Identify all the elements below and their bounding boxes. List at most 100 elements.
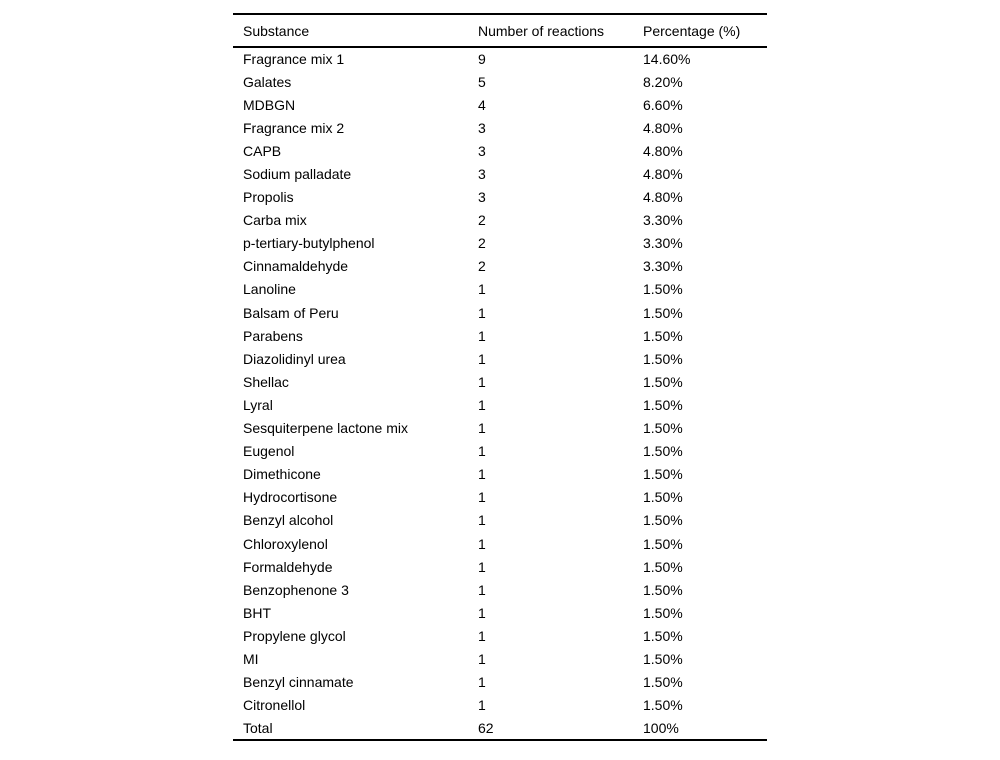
table-row: MDBGN 4 6.60% <box>233 93 767 116</box>
substance-cell: Galates <box>243 73 292 90</box>
reactions-count-cell: 2 <box>478 212 486 229</box>
percentage-cell: 8.20% <box>643 73 683 90</box>
substance-cell: Benzyl alcohol <box>243 512 334 529</box>
table-row: Lanoline 1 1.50% <box>233 278 767 301</box>
substance-cell: MDBGN <box>243 96 296 113</box>
table-row: Carba mix 2 3.30% <box>233 209 767 232</box>
percentage-cell: 1.50% <box>643 489 683 506</box>
substance-cell: Diazolidinyl urea <box>243 350 346 367</box>
percentage-cell: 1.50% <box>643 627 683 644</box>
substance-cell: Benzyl cinnamate <box>243 674 354 691</box>
reactions-count-cell: 1 <box>478 373 486 390</box>
substance-cell: Balsam of Peru <box>243 304 339 321</box>
percentage-cell: 1.50% <box>643 674 683 691</box>
reactions-count-cell: 1 <box>478 327 486 344</box>
substance-cell: Shellac <box>243 373 289 390</box>
table-row: Sesquiterpene lactone mix 1 1.50% <box>233 417 767 440</box>
substance-cell: Chloroxylenol <box>243 535 328 552</box>
reactions-count-cell: 1 <box>478 420 486 437</box>
substance-cell: Sesquiterpene lactone mix <box>243 420 408 437</box>
percentage-cell: 4.80% <box>643 189 683 206</box>
table-row: Benzyl alcohol 1 1.50% <box>233 509 767 532</box>
reactions-count-cell: 3 <box>478 166 486 183</box>
table-row: Chloroxylenol 1 1.50% <box>233 532 767 555</box>
percentage-cell: 1.50% <box>643 350 683 367</box>
reactions-count-cell: 3 <box>478 142 486 159</box>
percentage-cell: 1.50% <box>643 373 683 390</box>
substance-cell: BHT <box>243 604 271 621</box>
reactions-count-cell: 1 <box>478 674 486 691</box>
table-row: Formaldehyde 1 1.50% <box>233 555 767 578</box>
table-row: Fragrance mix 1 9 14.60% <box>233 47 767 70</box>
percentage-cell: 3.30% <box>643 235 683 252</box>
table-row: Benzophenone 3 1 1.50% <box>233 578 767 601</box>
percentage-cell: 1.50% <box>643 443 683 460</box>
table-row: Lyral 1 1.50% <box>233 393 767 416</box>
reactions-count-cell: 1 <box>478 604 486 621</box>
table-row: Shellac 1 1.50% <box>233 370 767 393</box>
percentage-cell: 1.50% <box>643 281 683 298</box>
reactions-count-cell: 3 <box>478 189 486 206</box>
table-row: Citronellol 1 1.50% <box>233 694 767 717</box>
substance-cell: Hydrocortisone <box>243 489 338 506</box>
percentage-cell: 14.60% <box>643 51 691 68</box>
substance-cell: Sodium palladate <box>243 166 352 183</box>
percentage-cell: 1.50% <box>643 304 683 321</box>
reactions-count-cell: 1 <box>478 489 486 506</box>
table-row: Eugenol 1 1.50% <box>233 440 767 463</box>
percentage-cell: 6.60% <box>643 96 683 113</box>
column-header-substance: Substance <box>243 22 310 39</box>
percentage-cell: 1.50% <box>643 466 683 483</box>
table-row: Fragrance mix 2 3 4.80% <box>233 116 767 139</box>
table-row: MI 1 1.50% <box>233 647 767 670</box>
table-row: Benzyl cinnamate 1 1.50% <box>233 671 767 694</box>
reactions-count-cell: 4 <box>478 96 486 113</box>
header-row: Substance Number of reactions Percentage… <box>233 14 767 47</box>
substance-cell: Carba mix <box>243 212 307 229</box>
table-row: CAPB 3 4.80% <box>233 139 767 162</box>
percentage-cell: 3.30% <box>643 212 683 229</box>
reactions-table-container: Substance Number of reactions Percentage… <box>233 13 767 741</box>
table-row: Diazolidinyl urea 1 1.50% <box>233 347 767 370</box>
table-row: p-tertiary-butylphenol 2 3.30% <box>233 232 767 255</box>
table-row: Sodium palladate 3 4.80% <box>233 162 767 185</box>
reactions-count-cell: 1 <box>478 466 486 483</box>
reactions-count-cell: 2 <box>478 235 486 252</box>
substance-cell: Formaldehyde <box>243 558 333 575</box>
substance-cell: p-tertiary-butylphenol <box>243 235 375 252</box>
reactions-table: Substance Number of reactions Percentage… <box>233 13 767 741</box>
reactions-count-cell: 1 <box>478 350 486 367</box>
reactions-count-cell: 1 <box>478 650 486 667</box>
substance-cell: Citronellol <box>243 697 306 714</box>
percentage-cell: 4.80% <box>643 119 683 136</box>
substance-cell: MI <box>243 650 259 667</box>
substance-cell: Propylene glycol <box>243 627 346 644</box>
substance-cell: Fragrance mix 2 <box>243 119 345 136</box>
substance-cell: Dimethicone <box>243 466 321 483</box>
reactions-count-cell: 3 <box>478 119 486 136</box>
substance-cell: CAPB <box>243 142 282 159</box>
percentage-cell: 3.30% <box>643 258 683 275</box>
substance-cell: Cinnamaldehyde <box>243 258 349 275</box>
table-row: Propolis 3 4.80% <box>233 186 767 209</box>
reactions-count-cell: 1 <box>478 558 486 575</box>
percentage-cell: 4.80% <box>643 166 683 183</box>
percentage-cell: 1.50% <box>643 558 683 575</box>
substance-cell: Lyral <box>243 396 273 413</box>
reactions-count-cell: 1 <box>478 581 486 598</box>
percentage-cell: 100% <box>643 719 679 736</box>
total-row: Total 62 100% <box>233 717 767 740</box>
reactions-count-cell: 1 <box>478 443 486 460</box>
reactions-count-cell: 9 <box>478 51 486 68</box>
percentage-cell: 1.50% <box>643 581 683 598</box>
table-row: Cinnamaldehyde 2 3.30% <box>233 255 767 278</box>
percentage-cell: 1.50% <box>643 512 683 529</box>
substance-cell: Parabens <box>243 327 303 344</box>
percentage-cell: 4.80% <box>643 142 683 159</box>
table-row: BHT 1 1.50% <box>233 601 767 624</box>
substance-cell: Total <box>243 719 273 736</box>
percentage-cell: 1.50% <box>643 396 683 413</box>
table-row: Galates 5 8.20% <box>233 70 767 93</box>
reactions-count-cell: 1 <box>478 396 486 413</box>
